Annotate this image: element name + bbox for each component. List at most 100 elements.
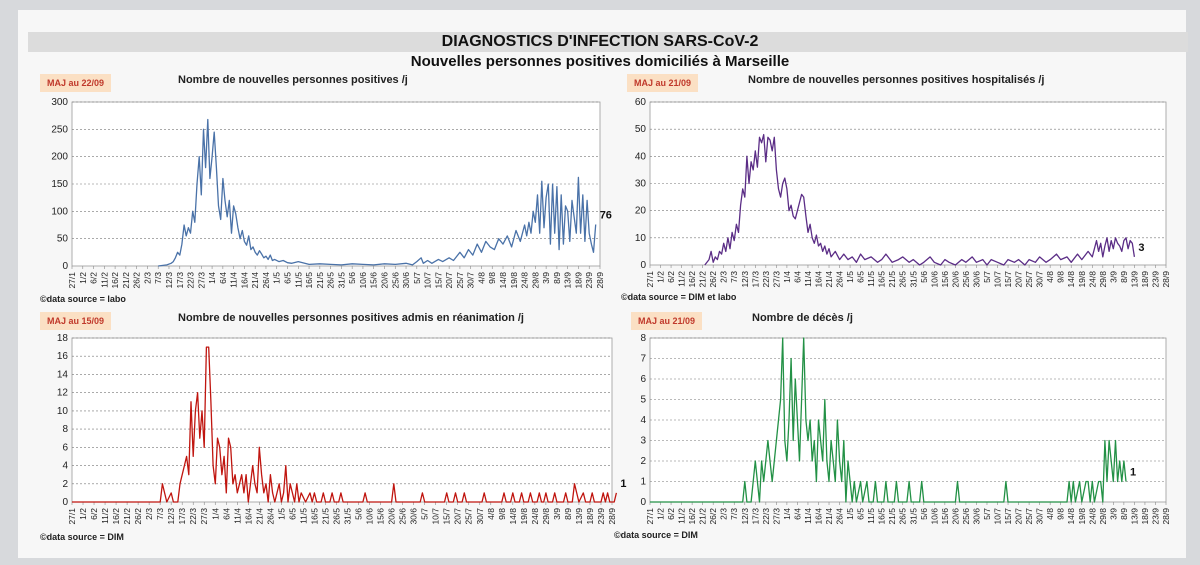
x-tick-positives-42: 24/8 [520, 272, 530, 289]
x-tick-hospitalised-1: 1/2 [656, 271, 666, 283]
x-tick-icu-45: 8/9 [563, 508, 573, 520]
x-tick-positives-1: 1/2 [78, 272, 88, 284]
x-tick-positives-19: 1/5 [272, 272, 282, 284]
x-tick-icu-39: 9/8 [497, 508, 507, 520]
x-tick-hospitalised-34: 15/7 [1003, 271, 1013, 288]
x-tick-icu-31: 30/6 [409, 508, 419, 525]
x-tick-hospitalised-41: 19/8 [1077, 271, 1087, 288]
chart-title-icu: Nombre de nouvelles personnes positives … [178, 312, 524, 324]
x-tick-hospitalised-16: 16/4 [813, 271, 823, 288]
update-badge-hospitalised: MAJ au 21/09 [627, 74, 699, 92]
x-tick-positives-2: 6/2 [89, 272, 99, 284]
x-tick-positives-34: 15/7 [433, 272, 443, 289]
x-tick-positives-16: 16/4 [239, 272, 249, 289]
x-tick-deaths-38: 4/8 [1045, 508, 1055, 520]
x-tick-hospitalised-9: 12/3 [740, 271, 750, 288]
x-tick-icu-42: 24/8 [530, 508, 540, 525]
x-tick-icu-0: 27/1 [67, 508, 77, 525]
x-tick-hospitalised-47: 18/9 [1140, 271, 1150, 288]
y-tick-deaths-6: 6 [640, 374, 646, 385]
x-tick-hospitalised-48: 23/9 [1150, 271, 1160, 288]
x-tick-icu-9: 12/3 [166, 508, 176, 525]
x-tick-positives-30: 25/6 [390, 272, 400, 289]
x-tick-deaths-21: 11/5 [866, 508, 876, 524]
y-tick-positives-5: 250 [51, 124, 68, 135]
x-tick-icu-1: 1/2 [78, 508, 88, 520]
y-tick-hospitalised-5: 50 [635, 124, 647, 135]
x-tick-icu-15: 11/4 [232, 508, 242, 524]
y-tick-deaths-7: 7 [640, 354, 646, 365]
x-tick-hospitalised-4: 16/2 [687, 271, 697, 288]
y-tick-hospitalised-2: 20 [635, 206, 647, 217]
x-tick-hospitalised-49: 28/9 [1161, 271, 1171, 288]
x-tick-hospitalised-44: 3/9 [1108, 271, 1118, 283]
x-tick-positives-38: 4/8 [476, 272, 486, 284]
source-hospitalised: ©data source = DIM et labo [621, 292, 737, 302]
x-tick-icu-8: 7/3 [155, 508, 165, 520]
x-tick-icu-40: 14/8 [508, 508, 518, 525]
x-tick-icu-27: 10/6 [365, 508, 375, 525]
x-tick-deaths-47: 18/9 [1140, 508, 1150, 525]
x-tick-hospitalised-31: 30/6 [971, 271, 981, 288]
x-tick-positives-28: 15/6 [369, 272, 379, 289]
series-line-hospitalised [704, 133, 1136, 266]
x-tick-deaths-22: 16/5 [877, 508, 887, 525]
title-band [28, 32, 1188, 52]
y-tick-deaths-5: 5 [640, 395, 646, 406]
x-tick-positives-25: 31/5 [336, 272, 346, 289]
x-tick-positives-20: 6/5 [283, 272, 293, 284]
x-tick-positives-36: 25/7 [455, 272, 465, 289]
y-tick-positives-0: 0 [62, 261, 68, 272]
x-tick-hospitalised-25: 31/5 [908, 271, 918, 288]
x-tick-deaths-18: 26/4 [835, 508, 845, 525]
x-tick-icu-36: 25/7 [464, 508, 474, 525]
x-tick-icu-28: 15/6 [376, 508, 386, 525]
x-tick-icu-32: 5/7 [420, 508, 430, 520]
x-tick-deaths-15: 11/4 [803, 508, 813, 524]
annotation-deaths-0: 1 [1130, 467, 1136, 479]
x-tick-hospitalised-13: 1/4 [782, 271, 792, 283]
x-tick-hospitalised-14: 6/4 [792, 271, 802, 283]
x-tick-deaths-13: 1/4 [782, 508, 792, 520]
x-tick-positives-21: 11/5 [293, 272, 303, 288]
x-tick-icu-30: 25/6 [398, 508, 408, 525]
x-tick-positives-39: 9/8 [487, 272, 497, 284]
x-tick-icu-43: 29/8 [541, 508, 551, 525]
x-tick-hospitalised-29: 20/6 [950, 271, 960, 288]
x-tick-icu-24: 26/5 [331, 508, 341, 525]
update-badge-deaths: MAJ au 21/09 [631, 312, 703, 330]
x-tick-icu-17: 21/4 [254, 508, 264, 525]
x-tick-icu-2: 6/2 [89, 508, 99, 520]
x-tick-hospitalised-17: 21/4 [824, 271, 834, 288]
x-tick-deaths-49: 28/9 [1161, 508, 1171, 525]
x-tick-hospitalised-35: 20/7 [1014, 271, 1024, 288]
x-tick-positives-23: 21/5 [315, 272, 325, 289]
x-tick-positives-12: 27/3 [196, 272, 206, 289]
x-tick-hospitalised-0: 27/1 [645, 271, 655, 288]
x-tick-hospitalised-46: 13/9 [1129, 271, 1139, 288]
x-tick-icu-19: 1/5 [276, 508, 286, 520]
x-tick-hospitalised-27: 10/6 [929, 271, 939, 288]
x-tick-positives-0: 27/1 [67, 272, 77, 289]
y-tick-positives-2: 100 [51, 206, 68, 217]
x-tick-hospitalised-18: 26/4 [835, 271, 845, 288]
plot-area-icu [71, 337, 613, 503]
page-title: DIAGNOSTICS D'INFECTION SARS-CoV-2 [441, 33, 759, 50]
x-tick-deaths-30: 25/6 [961, 508, 971, 525]
x-tick-positives-5: 21/2 [121, 272, 131, 289]
y-tick-deaths-3: 3 [640, 436, 646, 447]
annotation-positives-0: 76 [600, 209, 612, 221]
x-tick-positives-43: 29/8 [530, 272, 540, 289]
x-tick-deaths-19: 1/5 [845, 508, 855, 520]
page-subtitle: Nouvelles personnes positives domiciliés… [410, 53, 790, 70]
annotation-icu-0: 1 [620, 478, 626, 490]
x-tick-positives-45: 8/9 [552, 272, 562, 284]
y-tick-icu-0: 0 [62, 497, 68, 508]
x-tick-deaths-12: 27/3 [771, 508, 781, 525]
x-tick-icu-22: 16/5 [309, 508, 319, 525]
y-tick-hospitalised-6: 60 [635, 97, 647, 108]
y-tick-hospitalised-3: 30 [635, 179, 647, 190]
x-tick-positives-32: 5/7 [412, 272, 422, 284]
